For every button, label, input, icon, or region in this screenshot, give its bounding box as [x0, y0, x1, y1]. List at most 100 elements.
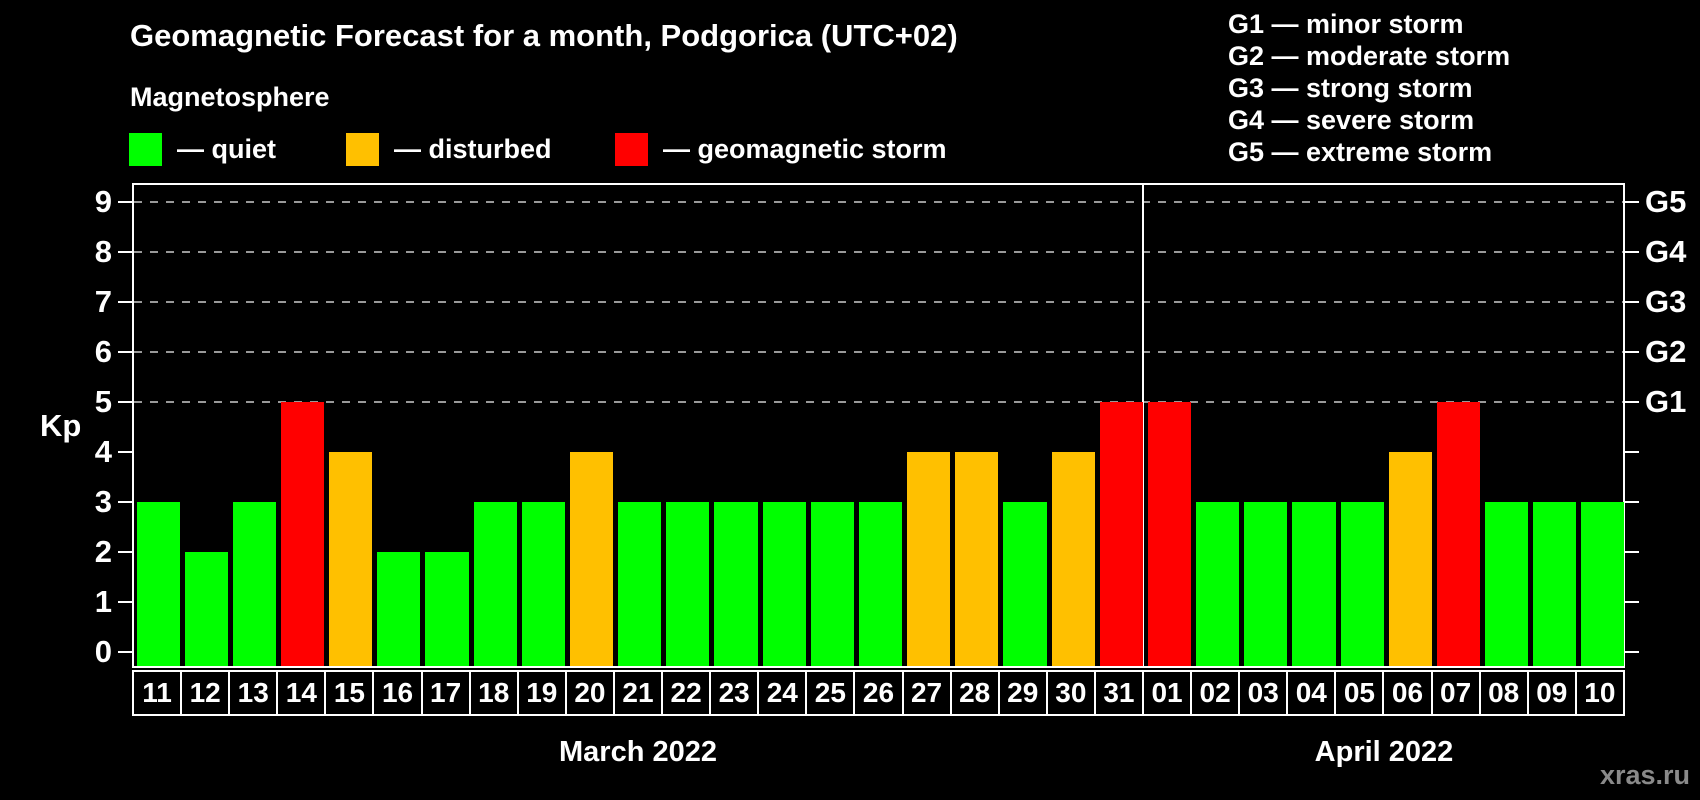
right-tick-8	[1625, 251, 1639, 253]
date-cell-23: 23	[711, 672, 760, 714]
plot-area	[132, 183, 1625, 668]
left-tick-0	[118, 651, 132, 653]
date-cell-25: 25	[807, 672, 856, 714]
kp-bar-april-01	[1147, 402, 1192, 666]
date-cell-08: 08	[1481, 672, 1529, 714]
right-tick-5	[1625, 401, 1639, 403]
legend-label: — geomagnetic storm	[663, 133, 947, 164]
left-tick-1	[118, 601, 132, 603]
left-tick-3	[118, 501, 132, 503]
legend-item-quiet: — quiet	[129, 132, 276, 166]
y-tick-label-3: 3	[94, 484, 112, 519]
date-axis-row: 11 12 13 14 15 16 17 18 19 20 21 22 23 24 25 26 27 28 29 30…	[132, 670, 1625, 716]
kp-bar-march-24	[762, 502, 806, 666]
date-cell-03: 03	[1240, 672, 1289, 714]
date-cell-27: 27	[904, 672, 952, 714]
gridline-kp5	[134, 401, 1623, 403]
y-tick-label-6: 6	[94, 334, 112, 369]
kp-bar-march-27	[907, 452, 951, 666]
date-cell-07: 07	[1433, 672, 1481, 714]
g2-legend-line: G2 — moderate storm	[1228, 41, 1511, 71]
right-tick-3	[1625, 501, 1639, 503]
kp-bar-march-31	[1099, 402, 1143, 666]
kp-bar-april-02	[1196, 502, 1240, 666]
right-tick-9	[1625, 201, 1639, 203]
quiet-color-swatch	[129, 132, 162, 166]
gridline-kp8	[134, 251, 1623, 253]
right-axis-label-g3: G3	[1645, 284, 1687, 319]
date-cell-20: 20	[567, 672, 615, 714]
kp-bar-march-29	[1003, 502, 1047, 666]
g5-legend-line: G5 — extreme storm	[1228, 137, 1493, 167]
date-cell-10: 10	[1584, 677, 1616, 708]
right-tick-6	[1625, 351, 1639, 353]
legend-label: — quiet	[177, 133, 276, 164]
y-tick-label-5: 5	[94, 384, 112, 419]
kp-bar-march-16	[377, 552, 421, 666]
kp-bar-march-25	[810, 502, 854, 666]
kp-bar-april-07	[1436, 402, 1480, 666]
g4-legend-line: G4 — severe storm	[1228, 105, 1475, 135]
date-cell-30: 30	[1048, 672, 1096, 714]
left-tick-4	[118, 451, 132, 453]
date-cell-12: 12	[182, 672, 231, 714]
gridline-kp6	[134, 351, 1623, 353]
right-axis-label-g1: G1	[1645, 384, 1687, 419]
right-axis-label-g2: G2	[1645, 334, 1687, 369]
y-tick-label-9: 9	[94, 184, 112, 219]
kp-bar-march-21	[618, 502, 662, 666]
y-axis-label: Kp	[40, 408, 82, 443]
y-tick-label-2: 2	[94, 534, 112, 569]
y-tick-label-0: 0	[94, 634, 112, 669]
right-tick-0	[1625, 651, 1639, 653]
kp-bar-march-23	[714, 502, 758, 666]
date-cell-29: 29	[1000, 672, 1048, 714]
g1-legend-line: G1 — minor storm	[1228, 9, 1464, 39]
kp-bar-march-28	[955, 452, 999, 666]
date-cell-18: 18	[471, 672, 519, 714]
date-cell-28: 28	[952, 672, 1000, 714]
legend-item-storm: — geomagnetic storm	[615, 132, 947, 166]
right-tick-2	[1625, 551, 1639, 553]
y-tick-label-4: 4	[94, 434, 112, 469]
disturbed-color-swatch	[346, 132, 379, 166]
date-cell-19: 19	[519, 672, 567, 714]
g3-legend-line: G3 — strong storm	[1228, 73, 1473, 103]
kp-bar-march-30	[1051, 452, 1095, 666]
kp-bar-march-20	[569, 452, 614, 666]
kp-bar-march-22	[666, 502, 710, 666]
y-tick-label-1: 1	[94, 584, 112, 619]
kp-bar-march-18	[473, 502, 517, 666]
watermark: xras.ru	[1599, 760, 1690, 790]
left-tick-8	[118, 251, 132, 253]
kp-bar-april-10	[1581, 502, 1625, 666]
kp-bar-april-09	[1533, 502, 1577, 666]
date-cell-26: 26	[855, 672, 904, 714]
y-tick-label-8: 8	[94, 234, 112, 269]
chart-title: Geomagnetic Forecast for a month, Podgor…	[130, 18, 958, 53]
kp-bar-march-13	[232, 502, 276, 666]
month-label-april: April 2022	[1314, 736, 1454, 768]
gridline-kp9	[134, 201, 1623, 203]
date-cell-17: 17	[423, 672, 471, 714]
date-cell-13: 13	[230, 672, 279, 714]
g-scale-legend: G1 — minor storm G2 — moderate storm G3 …	[1228, 8, 1510, 168]
kp-bar-march-14	[280, 402, 325, 666]
right-tick-4	[1625, 451, 1639, 453]
left-tick-7	[118, 301, 132, 303]
date-cell-06: 06	[1384, 672, 1433, 714]
gridline-kp7	[134, 301, 1623, 303]
date-cell-22: 22	[663, 672, 712, 714]
kp-bar-march-15	[329, 452, 373, 666]
date-cell-04: 04	[1288, 672, 1337, 714]
legend-label: — disturbed	[394, 133, 552, 164]
date-cell-21: 21	[615, 672, 664, 714]
date-cell-11: 11	[134, 672, 183, 714]
date-cell-02: 02	[1192, 672, 1241, 714]
y-tick-label-7: 7	[94, 284, 112, 319]
legend-item-disturbed: — disturbed	[346, 132, 552, 166]
kp-bar-march-19	[521, 502, 565, 666]
kp-bar-april-03	[1244, 502, 1288, 666]
date-cell-05: 05	[1336, 672, 1385, 714]
